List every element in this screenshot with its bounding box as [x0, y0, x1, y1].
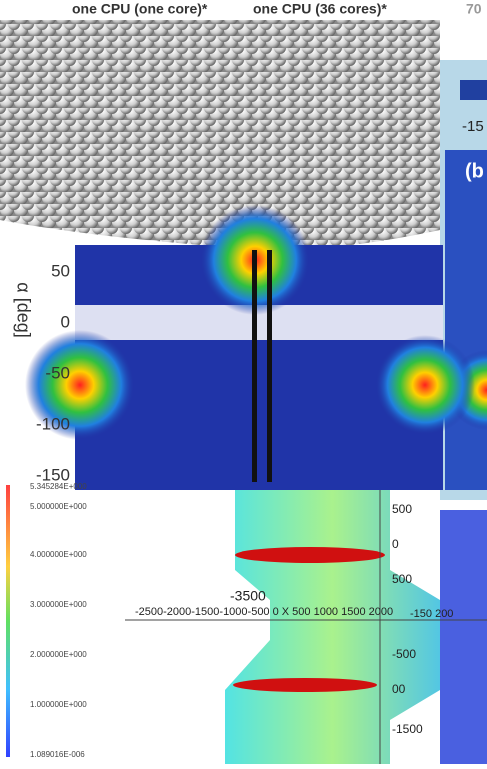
axis-overlap: -3500: [230, 588, 266, 604]
panel-label: (b: [465, 160, 484, 182]
y-tick-label: -50: [45, 363, 70, 382]
header-text: one CPU (one core)*: [72, 1, 208, 17]
y-tick-label: -100: [36, 414, 70, 433]
colorbar-label: 2.000000E+000: [30, 650, 87, 659]
colorbar-label: 1.000000E+000: [30, 700, 87, 709]
header-text: 70: [466, 1, 482, 17]
x-axis-labels: -2500-2000-1500-1000-500 0 X 500 1000 15…: [135, 606, 393, 618]
y-tick-label: 0: [392, 537, 399, 551]
colorbar-label: 4.000000E+000: [30, 550, 87, 559]
mesh: 500 0 500 -500 00 -1500 -2500-2000-1500-1000-…: [125, 490, 487, 764]
right-panel: -15 (b: [440, 60, 487, 500]
colorbar-label: 5.000000E+000: [30, 502, 87, 511]
axis-label: α [deg]: [13, 282, 33, 337]
y-tick-label: -500: [392, 647, 416, 661]
y-tick-label: 00: [392, 682, 406, 696]
y-tick-label: 50: [51, 261, 70, 280]
colorbar-label: 5.345284E+000: [30, 482, 87, 491]
colorbar-label: 1.089016E-006: [30, 750, 85, 759]
y-tick-label: 500: [392, 572, 412, 586]
tick-label: -15: [462, 118, 484, 135]
colorbar-label: 3.000000E+000: [30, 600, 87, 609]
y-tick-label: -150: [36, 465, 70, 484]
y-tick-label: -1500: [392, 722, 423, 736]
heatmap: α [deg] 50 0 -50 -100 -150: [13, 205, 475, 490]
y-tick-label: 500: [392, 502, 412, 516]
x-axis-labels: -150 200: [410, 608, 453, 620]
colorbar: 5.345284E+000 5.000000E+000 4.000000E+000 3…: [6, 482, 87, 759]
y-tick-label: 0: [61, 312, 70, 331]
sphere-packing: [0, 20, 440, 250]
header-text: one CPU (36 cores)*: [253, 1, 387, 17]
